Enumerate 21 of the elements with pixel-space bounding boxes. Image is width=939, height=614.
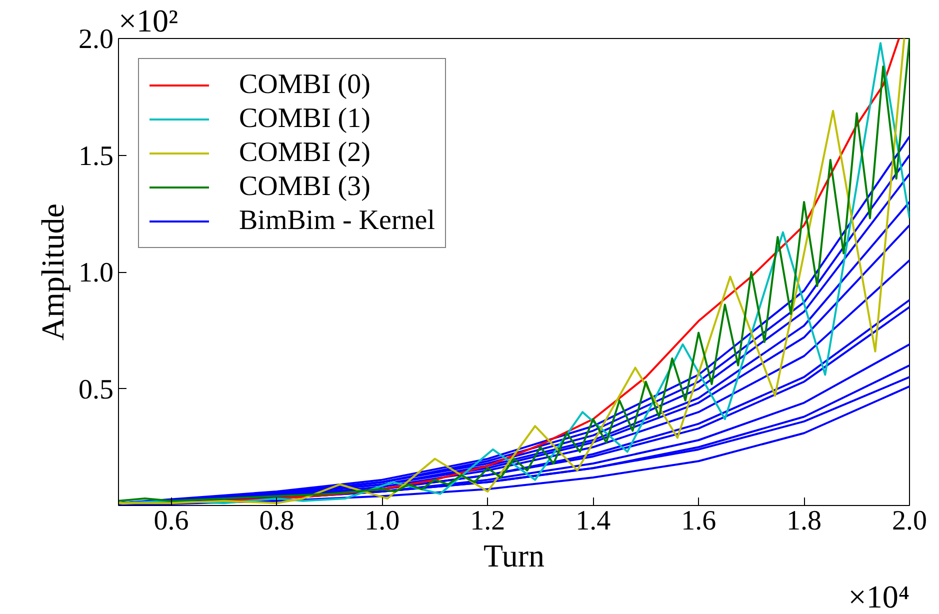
- x-tick-label: 0.6: [154, 506, 189, 536]
- legend-label: COMBI (0): [239, 69, 370, 101]
- legend-label: COMBI (2): [239, 137, 370, 169]
- x-tick-label: 1.2: [470, 506, 506, 536]
- legend-label: COMBI (1): [239, 103, 370, 135]
- legend-label: BimBim - Kernel: [239, 205, 435, 237]
- y-tick-label: 0.5: [78, 374, 114, 406]
- x-tick-label: 1.4: [576, 506, 611, 536]
- y-axis-title: Amplitude: [34, 204, 70, 340]
- x-tick-label: 2.0: [892, 506, 927, 536]
- x-axis-title: Turn: [483, 538, 545, 574]
- y-tick-label: 1.0: [78, 258, 114, 288]
- legend-label: COMBI (3): [239, 171, 370, 203]
- text: ×10⁴: [848, 578, 910, 614]
- x-tick-label: 1.6: [681, 506, 716, 536]
- x-tick-label: 1.8: [786, 506, 822, 536]
- x-tick-label: 1.0: [364, 506, 400, 536]
- y-tick-label: 1.5: [78, 140, 114, 172]
- text: ×10²: [118, 2, 178, 38]
- y-tick-label: 2.0: [78, 24, 114, 55]
- x-tick-label: 0.8: [259, 506, 294, 536]
